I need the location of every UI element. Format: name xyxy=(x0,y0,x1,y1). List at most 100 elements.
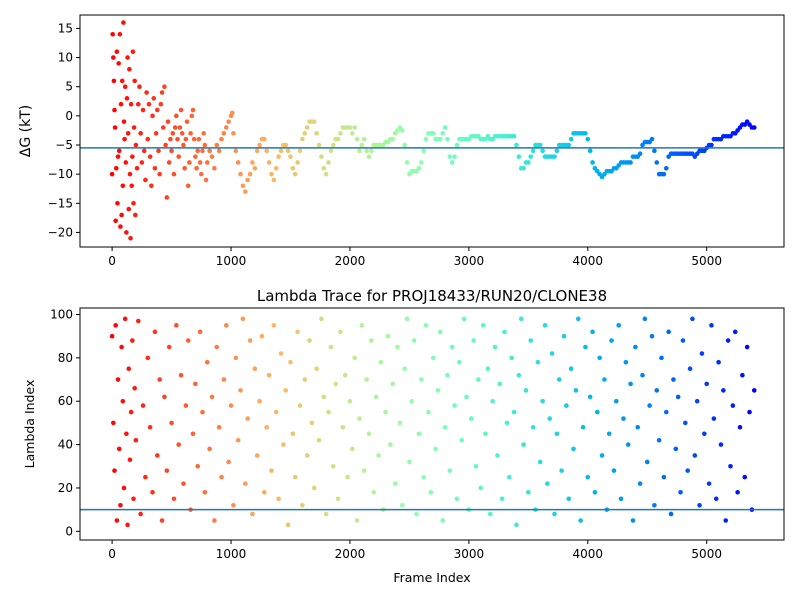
lambda-point xyxy=(388,442,393,447)
delta-g-point xyxy=(116,61,121,66)
lambda-point xyxy=(642,316,648,322)
lambda-point xyxy=(659,355,664,361)
lambda-point xyxy=(335,496,341,502)
lambda-point xyxy=(326,409,331,415)
lambda-point xyxy=(690,316,695,322)
lambda-point xyxy=(497,381,503,387)
lambda-point xyxy=(314,366,319,372)
lambda-point xyxy=(376,453,381,458)
lambda-point xyxy=(537,459,543,465)
lambda-point xyxy=(518,316,524,322)
lambda-point xyxy=(742,474,748,480)
delta-g-point xyxy=(352,125,358,130)
lambda-point xyxy=(483,431,488,437)
lambda-point xyxy=(221,377,227,382)
delta-g-point xyxy=(454,142,460,148)
delta-g-point xyxy=(197,160,203,165)
delta-g-point xyxy=(297,148,303,154)
delta-g-point xyxy=(203,177,209,183)
delta-g-point xyxy=(402,142,407,148)
lambda-point xyxy=(174,323,179,328)
lambda-point xyxy=(276,496,281,502)
lambda-point xyxy=(150,490,155,495)
lambda-point xyxy=(262,490,267,495)
delta-g-point xyxy=(554,148,560,154)
delta-g-point xyxy=(257,142,262,148)
delta-g-point xyxy=(300,136,305,142)
delta-g-point xyxy=(278,148,284,154)
lambda-point xyxy=(145,355,151,361)
delta-g-point xyxy=(176,154,181,159)
lambda-point xyxy=(499,496,505,502)
delta-g-point xyxy=(319,154,324,159)
delta-g-x-tick-label: 1000 xyxy=(216,254,247,268)
delta-g-point xyxy=(229,110,235,116)
lambda-point xyxy=(530,424,536,430)
lambda-point xyxy=(523,388,529,393)
delta-g-point xyxy=(158,101,164,107)
delta-g-point xyxy=(583,131,588,136)
delta-g-point xyxy=(304,125,310,130)
lambda-point xyxy=(385,333,391,339)
delta-g-point xyxy=(156,148,161,154)
delta-g-point xyxy=(216,148,222,154)
lambda-point xyxy=(127,457,133,463)
delta-g-point xyxy=(111,78,117,84)
lambda-point xyxy=(133,437,139,443)
delta-g-point xyxy=(269,171,274,177)
lambda-point xyxy=(347,398,353,404)
delta-g-point xyxy=(331,142,336,148)
delta-g-y-tick-label: 5 xyxy=(65,80,73,94)
lambda-point xyxy=(652,503,657,508)
lambda-point xyxy=(685,468,690,473)
lambda-point xyxy=(130,338,135,343)
delta-g-point xyxy=(189,113,195,119)
delta-g-point xyxy=(199,171,204,177)
delta-g-point xyxy=(590,160,595,165)
delta-g-point xyxy=(117,31,123,37)
lambda-point xyxy=(694,398,700,404)
lambda-point xyxy=(250,511,255,517)
lambda-point xyxy=(131,496,136,502)
lambda-point xyxy=(125,522,130,528)
delta-g-point xyxy=(245,177,250,183)
delta-g-point xyxy=(116,148,122,154)
lambda-point xyxy=(666,329,671,335)
lambda-point xyxy=(454,496,460,502)
lambda-point xyxy=(637,481,643,486)
delta-g-point xyxy=(151,96,157,101)
lambda-point xyxy=(630,518,636,523)
lambda-point xyxy=(297,403,303,408)
lambda-point xyxy=(542,323,548,328)
lambda-point xyxy=(549,351,555,356)
lambda-point xyxy=(132,385,137,391)
delta-g-point xyxy=(423,136,429,142)
lambda-point xyxy=(461,316,467,322)
lambda-point xyxy=(578,518,583,523)
lambda-y-tick-label: 60 xyxy=(58,394,73,408)
lambda-point xyxy=(257,398,262,404)
delta-g-point xyxy=(204,160,210,165)
lambda-point xyxy=(245,416,250,421)
lambda-point xyxy=(616,323,621,328)
lambda-point xyxy=(366,431,372,437)
lambda-point xyxy=(119,344,124,350)
lambda-point xyxy=(254,453,260,458)
lambda-point xyxy=(283,388,289,393)
lambda-point xyxy=(663,409,669,415)
lambda-point xyxy=(623,359,629,365)
lambda-point xyxy=(124,431,129,437)
lambda-point xyxy=(423,323,429,328)
lambda-point xyxy=(430,355,436,361)
delta-g-point xyxy=(311,119,317,124)
lambda-point xyxy=(269,468,274,473)
delta-g-point xyxy=(338,131,343,136)
lambda-point xyxy=(480,323,486,328)
delta-g-point xyxy=(145,136,151,142)
delta-g-point xyxy=(302,131,308,136)
lambda-point xyxy=(392,481,398,486)
lambda-trace-panel: Lambda Trace for PROJ18433/RUN20/CLONE38… xyxy=(22,287,785,585)
delta-g-point xyxy=(126,206,132,212)
delta-g-point xyxy=(121,20,126,25)
lambda-point xyxy=(247,338,253,343)
